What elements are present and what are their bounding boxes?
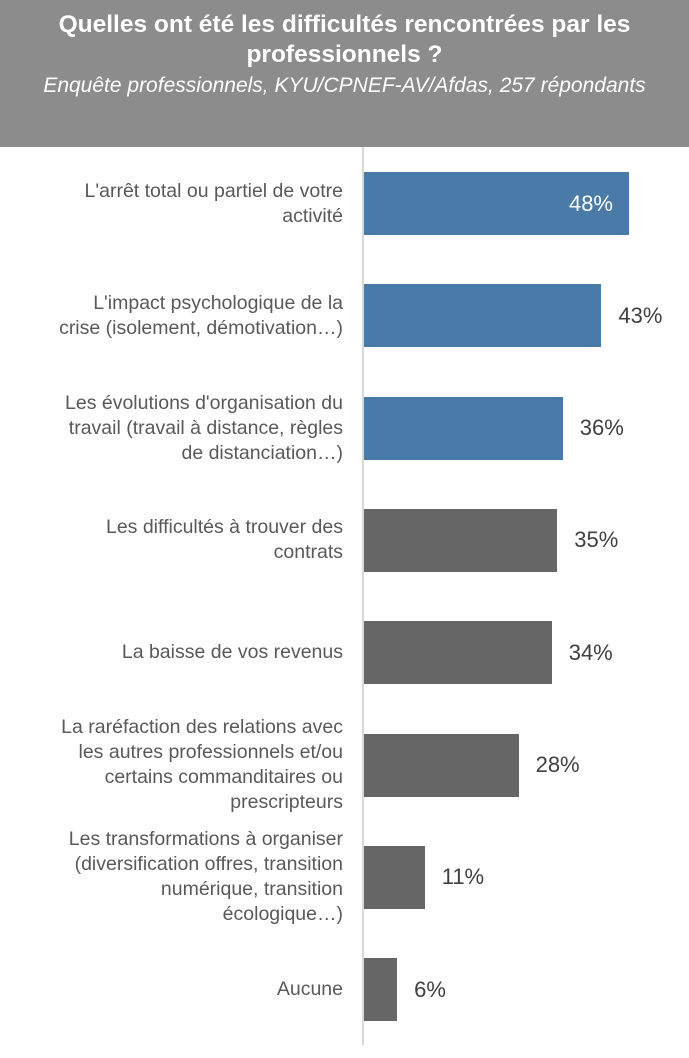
category-label: Les transformations à organiser (diversi… [68,828,343,926]
value-label: 34% [568,639,613,665]
bar [364,172,629,235]
category-label: La raréfaction des relations avec les au… [61,716,343,813]
category-label: La baisse de vos revenus [121,641,343,664]
bar [364,284,602,348]
value-label: 35% [574,527,619,553]
bar [364,396,563,460]
value-label: 6% [414,976,446,1002]
category-label: L'impact psychologique de la crise (isol… [59,291,343,339]
bar [364,958,398,1022]
value-label: 11% [441,864,485,890]
value-label: 36% [579,415,624,441]
chart-title: Quelles ont été les difficultés rencontr… [58,11,631,68]
category-label: L'arrêt total ou partiel de votre activi… [84,179,343,227]
value-label: 43% [618,302,663,328]
category-label: Les difficultés à trouver des contrats [105,516,343,564]
bar [364,621,552,685]
bar [364,733,519,797]
chart-subtitle: Enquête professionnels, KYU/CPNEF-AV/Afd… [43,74,646,97]
category-label: Les évolutions d'organisation du travail… [65,391,343,464]
bar [364,508,558,572]
category-label: Aucune [276,978,343,1001]
chart-header: Quelles ont été les difficultés rencontr… [0,0,689,147]
value-label: 28% [535,752,580,777]
value-label: 48% [568,190,613,216]
category-axis-line [362,147,364,1045]
bar [364,845,425,909]
